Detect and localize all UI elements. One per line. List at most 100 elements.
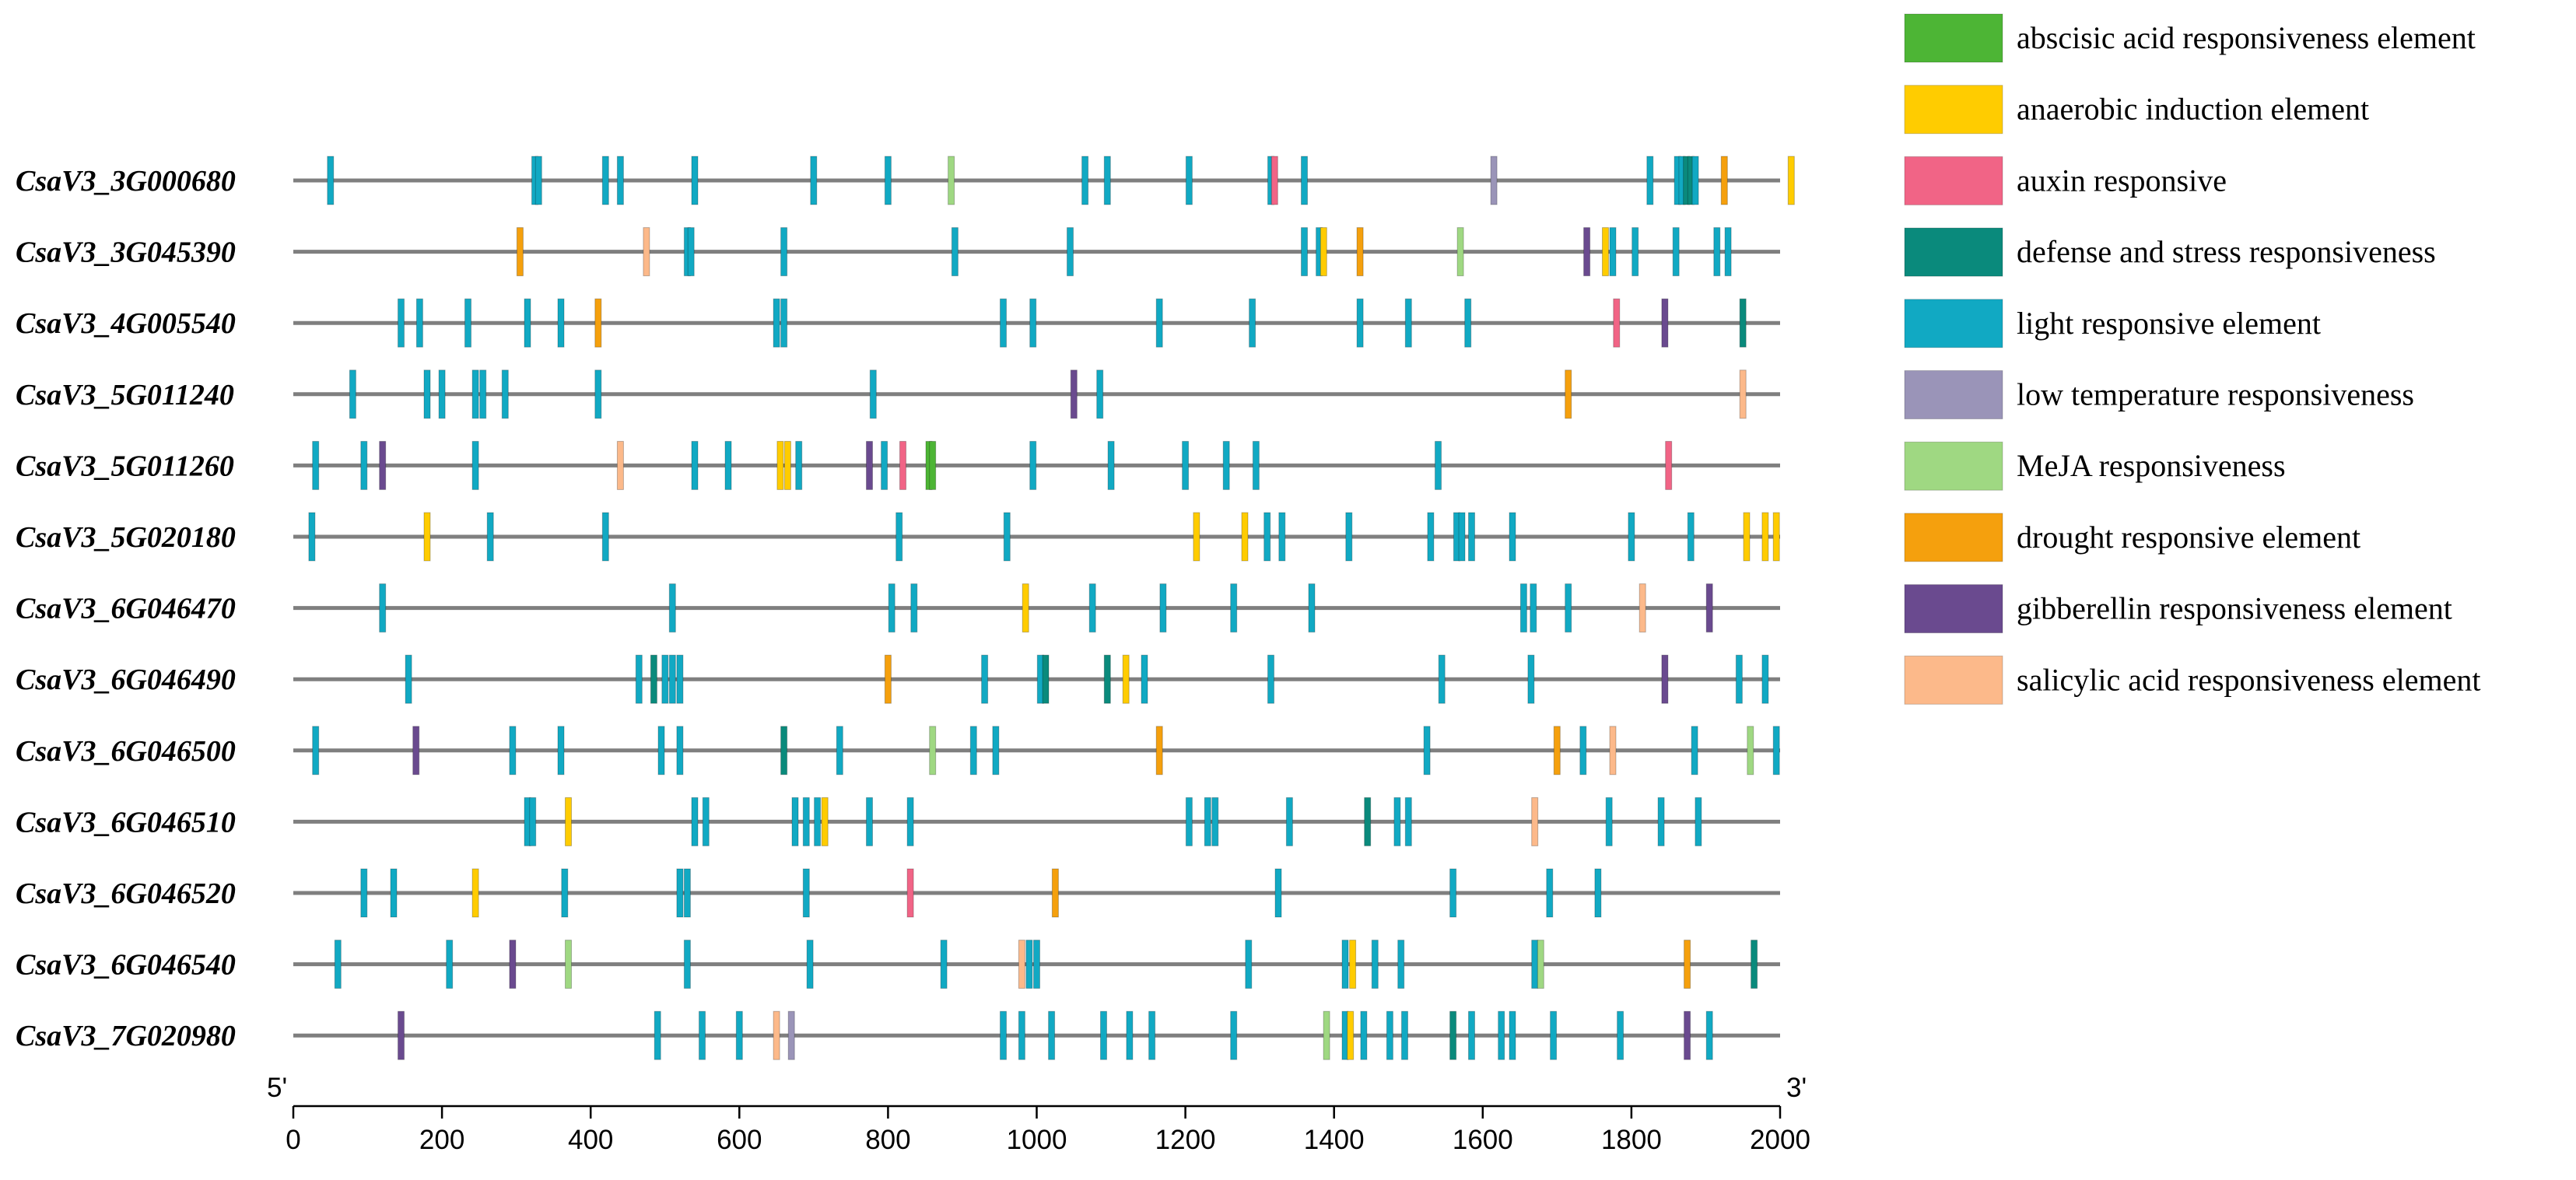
element-mark-light bbox=[1527, 654, 1535, 704]
element-mark-light bbox=[654, 1010, 661, 1060]
element-mark-anaerobic bbox=[1320, 227, 1327, 277]
element-mark-light bbox=[884, 156, 892, 205]
element-mark-light bbox=[1724, 227, 1732, 277]
element-mark-defense bbox=[1042, 654, 1050, 704]
element-mark-gibberellin bbox=[1661, 298, 1669, 348]
element-mark-light bbox=[334, 940, 342, 989]
element-mark-light bbox=[471, 369, 479, 419]
element-mark-gibberellin bbox=[398, 1010, 405, 1060]
element-mark-salicylic bbox=[1638, 583, 1646, 633]
element-mark-light bbox=[676, 868, 684, 918]
element-mark-light bbox=[866, 797, 873, 846]
element-mark-salicylic bbox=[616, 440, 624, 490]
legend-item: gibberellin responsiveness element bbox=[1904, 584, 2452, 634]
element-mark-light bbox=[1182, 440, 1190, 490]
element-mark-drought bbox=[884, 654, 892, 704]
gene-row: CsaV3_7G020980 bbox=[16, 1010, 1780, 1060]
element-mark-light bbox=[1107, 440, 1115, 490]
element-mark-light bbox=[735, 1010, 743, 1060]
element-mark-light bbox=[791, 797, 799, 846]
element-mark-defense bbox=[1449, 1010, 1457, 1060]
axis-tick-label: 0 bbox=[286, 1125, 300, 1155]
element-mark-light bbox=[668, 583, 676, 633]
element-mark-light bbox=[676, 654, 684, 704]
axis-tick-label: 1600 bbox=[1453, 1125, 1513, 1155]
element-mark-light bbox=[992, 726, 1000, 776]
element-mark-light bbox=[1096, 369, 1104, 419]
element-mark-light bbox=[529, 797, 537, 846]
element-mark-anaerobic bbox=[1772, 512, 1780, 562]
gene-label: CsaV3_6G046540 bbox=[16, 949, 236, 982]
element-mark-meja bbox=[948, 156, 955, 205]
element-mark-light bbox=[1691, 726, 1698, 776]
element-mark-light bbox=[810, 156, 818, 205]
element-mark-light bbox=[1438, 654, 1446, 704]
legend-item: auxin responsive bbox=[1904, 156, 2227, 205]
element-mark-light bbox=[1772, 726, 1780, 776]
gene-label: CsaV3_5G020180 bbox=[16, 521, 236, 554]
element-mark-meja bbox=[1537, 940, 1544, 989]
element-mark-light bbox=[969, 726, 977, 776]
element-mark-light bbox=[1705, 1010, 1713, 1060]
element-mark-light bbox=[379, 583, 387, 633]
gene-row: CsaV3_3G000680 bbox=[16, 156, 1795, 205]
element-mark-light bbox=[676, 726, 684, 776]
element-mark-gibberellin bbox=[1070, 369, 1078, 419]
gene-row: CsaV3_6G046540 bbox=[16, 940, 1780, 989]
element-mark-light bbox=[699, 1010, 706, 1060]
element-mark-light bbox=[1048, 1010, 1056, 1060]
element-mark-light bbox=[1252, 440, 1260, 490]
element-mark-drought bbox=[1155, 726, 1163, 776]
element-mark-light bbox=[1498, 1010, 1505, 1060]
element-mark-light bbox=[601, 156, 609, 205]
element-mark-light bbox=[1427, 512, 1435, 562]
element-mark-light bbox=[869, 369, 877, 419]
element-mark-drought bbox=[1553, 726, 1561, 776]
element-mark-light bbox=[1278, 512, 1286, 562]
element-mark-light bbox=[557, 298, 565, 348]
element-mark-anaerobic bbox=[1347, 1010, 1355, 1060]
gene-label: CsaV3_6G046490 bbox=[16, 664, 236, 696]
legend-item: abscisic acid responsiveness element bbox=[1904, 13, 2476, 63]
element-mark-defense bbox=[1364, 797, 1372, 846]
element-mark-light bbox=[683, 940, 691, 989]
gene-label: CsaV3_6G046520 bbox=[16, 877, 236, 910]
axis-end-label: 3' bbox=[1786, 1073, 1807, 1103]
element-mark-drought bbox=[594, 298, 602, 348]
element-mark-lowtemp bbox=[787, 1010, 795, 1060]
element-mark-light bbox=[1449, 868, 1457, 918]
element-mark-light bbox=[951, 227, 959, 277]
element-mark-light bbox=[691, 440, 699, 490]
element-mark-light bbox=[780, 298, 788, 348]
element-mark-light bbox=[438, 369, 446, 419]
legend-swatch bbox=[1904, 299, 2003, 348]
legend-label: drought responsive element bbox=[2017, 520, 2360, 555]
gene-rows: CsaV3_3G000680 CsaV3_3G045390 CsaV3_4G0055… bbox=[16, 156, 1795, 1060]
gene-label: CsaV3_5G011260 bbox=[16, 450, 234, 482]
element-mark-light bbox=[1000, 298, 1007, 348]
element-mark-light bbox=[1274, 868, 1282, 918]
element-mark-light bbox=[1565, 583, 1572, 633]
element-mark-light bbox=[471, 440, 479, 490]
legend-item: light responsive element bbox=[1904, 299, 2321, 348]
element-mark-aba bbox=[929, 440, 937, 490]
axis-tick-label: 600 bbox=[717, 1125, 762, 1155]
element-mark-anaerobic bbox=[783, 440, 791, 490]
gene-row: CsaV3_6G046500 bbox=[16, 726, 1780, 776]
element-mark-light bbox=[1691, 156, 1699, 205]
element-mark-light bbox=[802, 868, 810, 918]
element-mark-salicylic bbox=[1739, 369, 1747, 419]
element-mark-light bbox=[780, 227, 788, 277]
element-mark-gibberellin bbox=[379, 440, 387, 490]
element-mark-light bbox=[1356, 298, 1364, 348]
element-mark-light bbox=[1245, 940, 1253, 989]
axis-tick-label: 1800 bbox=[1601, 1125, 1662, 1155]
axis-tick-label: 1400 bbox=[1304, 1125, 1365, 1155]
element-mark-defense bbox=[1103, 654, 1111, 704]
element-mark-anaerobic bbox=[423, 512, 431, 562]
element-mark-light bbox=[594, 369, 602, 419]
element-mark-light bbox=[802, 797, 810, 846]
element-mark-light bbox=[1081, 156, 1089, 205]
element-mark-light bbox=[1509, 1010, 1516, 1060]
